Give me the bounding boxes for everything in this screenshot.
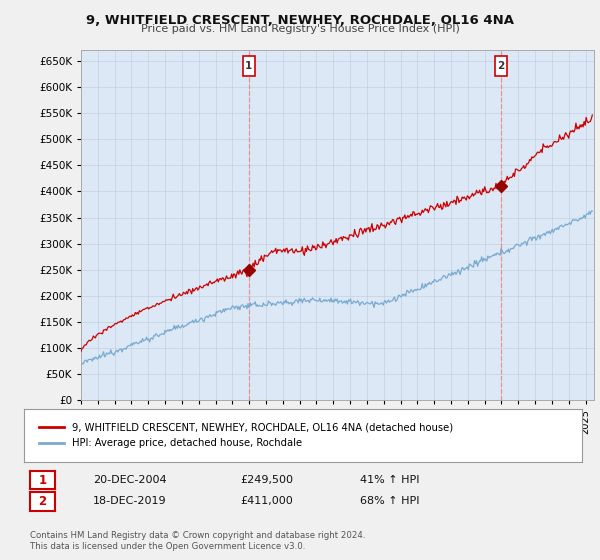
- Text: Price paid vs. HM Land Registry's House Price Index (HPI): Price paid vs. HM Land Registry's House …: [140, 24, 460, 34]
- Text: £249,500: £249,500: [240, 475, 293, 485]
- Text: 1: 1: [38, 474, 47, 487]
- FancyBboxPatch shape: [495, 56, 507, 76]
- Legend: 9, WHITFIELD CRESCENT, NEWHEY, ROCHDALE, OL16 4NA (detached house), HPI: Average: 9, WHITFIELD CRESCENT, NEWHEY, ROCHDALE,…: [35, 418, 457, 452]
- Text: 18-DEC-2019: 18-DEC-2019: [93, 496, 167, 506]
- Text: Contains HM Land Registry data © Crown copyright and database right 2024.: Contains HM Land Registry data © Crown c…: [30, 531, 365, 540]
- FancyBboxPatch shape: [243, 56, 254, 76]
- Text: This data is licensed under the Open Government Licence v3.0.: This data is licensed under the Open Gov…: [30, 542, 305, 550]
- Text: 2: 2: [38, 495, 47, 508]
- Text: 1: 1: [245, 61, 253, 71]
- Text: 20-DEC-2004: 20-DEC-2004: [93, 475, 167, 485]
- Text: 2: 2: [497, 61, 505, 71]
- Text: £411,000: £411,000: [240, 496, 293, 506]
- Text: 68% ↑ HPI: 68% ↑ HPI: [360, 496, 419, 506]
- Text: 9, WHITFIELD CRESCENT, NEWHEY, ROCHDALE, OL16 4NA: 9, WHITFIELD CRESCENT, NEWHEY, ROCHDALE,…: [86, 14, 514, 27]
- Text: 41% ↑ HPI: 41% ↑ HPI: [360, 475, 419, 485]
